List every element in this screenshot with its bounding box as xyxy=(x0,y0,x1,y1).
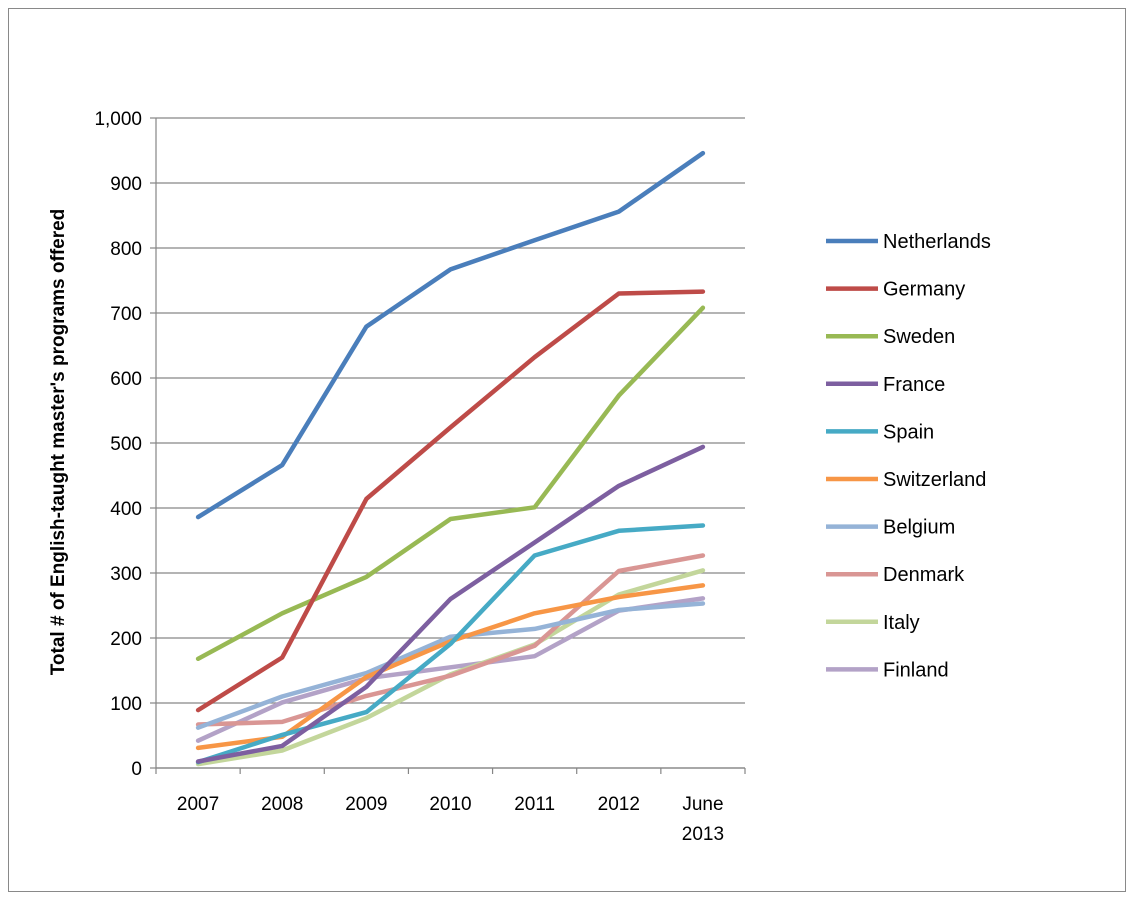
x-tick-label-line: 2008 xyxy=(261,794,303,815)
y-tick-label: 400 xyxy=(110,499,142,520)
y-tick-label: 800 xyxy=(110,239,142,260)
x-tick-label: 2010 xyxy=(429,794,471,815)
y-axis-ticks: 0 100 200 300 400 500 600 700 800 900 1,000 xyxy=(94,109,142,780)
gridlines xyxy=(150,117,745,769)
x-tick-label-line: 2011 xyxy=(514,794,555,815)
legend-label: Sweden xyxy=(883,326,955,348)
x-tick-label: 2012 xyxy=(598,794,640,815)
series-line-spain xyxy=(195,523,706,765)
x-tick-label-line: 2013 xyxy=(682,824,724,845)
series-lines xyxy=(195,150,706,767)
legend-label: Spain xyxy=(883,421,934,443)
x-tick-label-line: 2007 xyxy=(177,794,219,815)
y-tick-label: 100 xyxy=(110,694,142,715)
x-tick-label: 2007 xyxy=(177,794,219,815)
legend-label: Denmark xyxy=(883,564,965,586)
x-tick-label-line: 2010 xyxy=(429,794,471,815)
series-line-france xyxy=(195,444,706,764)
legend-label: Finland xyxy=(883,659,949,681)
series-line-germany xyxy=(195,289,706,713)
legend-label: France xyxy=(883,374,945,396)
x-axis-ticks: 2007 2008 2009 2010 2011 2012 June 2013 xyxy=(155,768,746,845)
x-tick-label-line: 2012 xyxy=(598,794,640,815)
legend: Netherlands Germany Sweden France Spain Switz… xyxy=(826,231,991,681)
y-tick-label: 300 xyxy=(110,564,142,585)
legend-label: Switzerland xyxy=(883,469,986,491)
series-line-sweden xyxy=(195,305,706,662)
x-tick-label: 2011 xyxy=(514,794,555,815)
y-axis-title: Total # of English-taught master's progr… xyxy=(48,209,69,676)
x-tick-label-line: June xyxy=(682,794,723,815)
x-tick-label: June 2013 xyxy=(682,794,724,845)
series-line-netherlands xyxy=(195,150,706,520)
y-tick-label: 600 xyxy=(110,369,142,390)
y-tick-label: 500 xyxy=(110,434,142,455)
legend-label: Netherlands xyxy=(883,231,991,253)
y-tick-label: 1,000 xyxy=(94,109,142,130)
x-tick-label: 2008 xyxy=(261,794,303,815)
legend-label: Belgium xyxy=(883,517,955,539)
legend-label: Germany xyxy=(883,279,965,301)
series-line-denmark xyxy=(195,553,706,727)
series-line-belgium xyxy=(195,601,706,730)
legend-label: Italy xyxy=(883,612,920,634)
y-tick-label: 0 xyxy=(131,759,142,780)
x-tick-label: 2009 xyxy=(345,794,387,815)
y-tick-label: 900 xyxy=(110,174,142,195)
y-tick-label: 200 xyxy=(110,629,142,650)
y-tick-label: 700 xyxy=(110,304,142,325)
chart-area xyxy=(8,8,1126,892)
x-tick-label-line: 2009 xyxy=(345,794,387,815)
